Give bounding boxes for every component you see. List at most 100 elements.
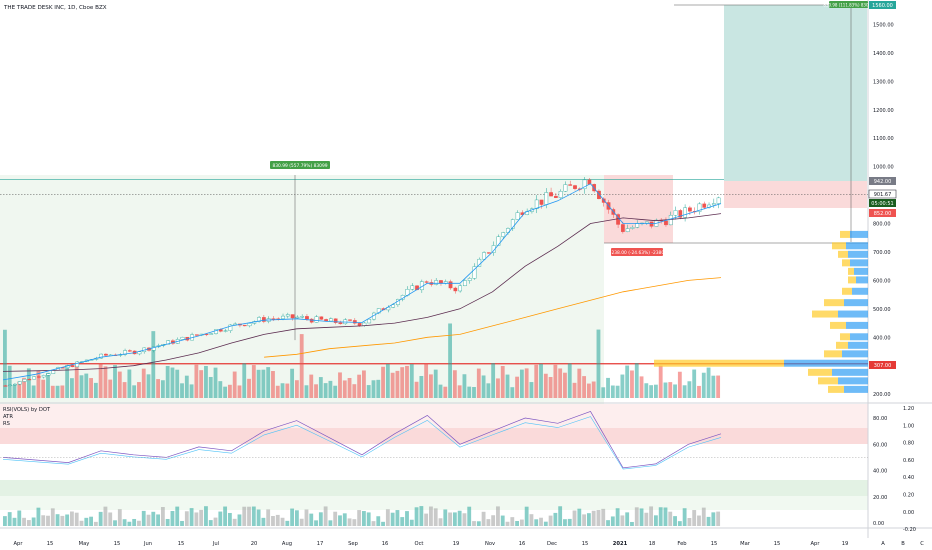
volume-bar	[610, 385, 615, 398]
loss-zone-middle	[604, 175, 673, 243]
rsi-volume-bar	[467, 506, 472, 526]
volume-profile-bar	[828, 385, 844, 393]
rsi-volume-bar	[500, 515, 505, 526]
rsi-axis[interactable]: 80.00 60.00 40.00 20.00 0.00	[873, 416, 887, 527]
rsi-volume-bar	[586, 513, 591, 526]
rsi-volume-bar	[232, 518, 237, 526]
volume-bar	[208, 376, 213, 398]
rsi-volume-bar	[371, 521, 376, 526]
rsi-volume-bar	[290, 508, 295, 526]
volume-bar	[213, 367, 218, 398]
rsi-volume-bar	[414, 507, 419, 526]
rsi-tick-label: 80.00	[873, 416, 887, 422]
rsi-volume-bar	[438, 518, 443, 526]
entry-tag-bg	[869, 177, 896, 185]
volume-bar	[529, 382, 534, 398]
rsi-volume-bar	[567, 518, 572, 526]
rsi-volume-bar	[275, 514, 280, 526]
volume-profile-bar	[832, 368, 868, 376]
volume-bar	[644, 383, 649, 398]
left-trade-label: 830.99 (557.79%) 83099	[272, 163, 327, 169]
rsi-volume-bar	[653, 515, 658, 526]
volume-bar	[247, 378, 251, 398]
volume-bar	[414, 381, 419, 398]
candle-body	[3, 385, 8, 387]
rsi-volume-bar	[706, 516, 711, 526]
rsi-line	[2, 410, 722, 469]
time-tick-label: Jun	[143, 541, 152, 547]
stop-tag-bg	[869, 209, 896, 217]
rsi-volume-bar	[108, 512, 113, 526]
rsi-volume-bar	[649, 506, 654, 526]
volume-bar	[338, 372, 342, 398]
moving-average-blue	[2, 183, 722, 381]
volume-bar	[256, 369, 261, 398]
time-axis[interactable]: Apr 15 May 15 Jun 15 Jul 20 Aug 17 Sep 16 Oct 19 Nov 16…	[14, 541, 925, 547]
volume-bar	[127, 369, 132, 398]
support-tag-bg	[869, 361, 896, 369]
volume-profile-bar	[654, 359, 784, 367]
indicator-right-axis[interactable]: 1.20 1.00 0.80 0.60 0.40 0.20 0.00 -0.20	[903, 406, 916, 533]
volume-bar	[505, 374, 510, 398]
volume-bar	[577, 368, 582, 398]
rsi-volume-bar	[318, 512, 323, 526]
rsi-volume-bar	[227, 512, 232, 526]
candle-body	[319, 316, 324, 320]
volume-bar	[615, 385, 620, 398]
candle-body	[515, 212, 520, 220]
candle-body	[338, 322, 343, 325]
volume-bar	[548, 376, 553, 398]
indicator-tick-label: 0.20	[903, 493, 914, 499]
volume-bar	[342, 380, 347, 398]
rsi-volume-bar	[213, 517, 218, 526]
indicator-tick-label: 0.00	[903, 510, 914, 516]
support-tag: 307.00	[874, 363, 892, 369]
price-tick-label: 400.00	[873, 335, 891, 341]
moving-average-orange	[264, 277, 722, 358]
volume-profile-bar	[848, 267, 854, 275]
rsi-tick-label: 40.00	[873, 469, 887, 475]
rsi-volume-bar	[452, 512, 457, 526]
candle-body	[582, 179, 587, 189]
rsi-volume-bar	[462, 513, 467, 526]
rsi-volume-bar	[285, 520, 290, 526]
candle-body	[13, 383, 17, 386]
rsi-volume-bar	[271, 515, 275, 526]
volume-bar	[668, 382, 673, 398]
rsi-volume-bar	[46, 515, 50, 526]
candle-body	[630, 227, 635, 229]
volume-bar	[280, 383, 285, 398]
rsi-volume-bar	[156, 514, 161, 526]
volume-bar	[170, 367, 175, 398]
rsi-volume-bar	[395, 510, 400, 526]
countdown-tag-bg	[869, 199, 896, 207]
candle-body	[539, 199, 544, 205]
rsi-volume-bar	[443, 509, 448, 526]
volume-bar	[318, 377, 323, 398]
time-tick-label: Mar	[740, 541, 751, 547]
right-trade-label: 830.98 (111.83%) 83098	[823, 3, 874, 8]
candle-body	[352, 320, 357, 324]
candle-body	[649, 221, 654, 227]
rsi-volume-bar	[409, 519, 414, 526]
rsi-volume-bar	[199, 509, 204, 526]
time-tick-label: Aug	[282, 541, 292, 547]
rsi-upper-band	[0, 404, 868, 428]
volume-bar	[500, 366, 505, 398]
rsi-overbought-band	[0, 428, 868, 444]
rsi-volume-bar	[352, 519, 357, 526]
volume-bar	[563, 372, 567, 398]
rsi-volume-bar	[242, 506, 247, 526]
time-tick-label: 2021	[613, 541, 628, 547]
volume-bar	[22, 377, 26, 398]
volume-bar	[189, 384, 194, 398]
indicator-tick-label: 1.20	[903, 406, 914, 412]
volume-bar	[663, 382, 668, 398]
price-axis[interactable]: 1500.00 1400.00 1300.00 1200.00 1100.00 1000.…	[873, 22, 894, 398]
loss-label-bg	[611, 248, 663, 256]
volume-bar	[553, 364, 558, 398]
candle-body	[209, 333, 214, 335]
candle-body	[448, 281, 453, 289]
candle-body	[463, 280, 467, 287]
